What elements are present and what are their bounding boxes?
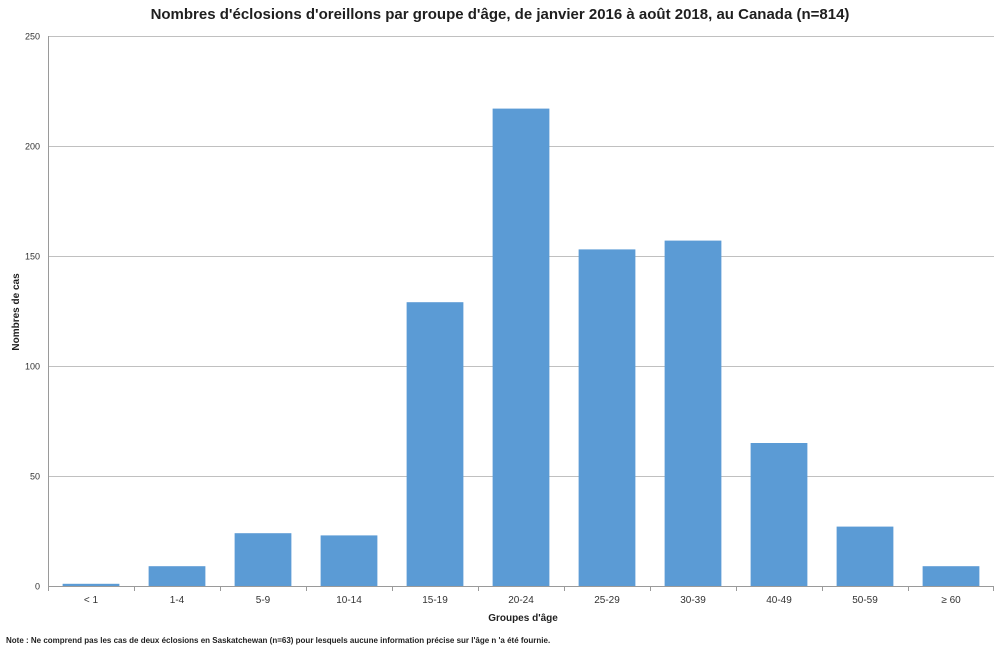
x-tick-label: 5-9 [256, 595, 271, 606]
chart-title: Nombres d'éclosions d'oreillons par grou… [150, 6, 850, 23]
x-tick-label: 40-49 [766, 595, 792, 606]
chart-note: Note : Ne comprend pas les cas de deux é… [6, 636, 551, 645]
y-tick-label: 100 [25, 362, 40, 372]
x-tick-label: 50-59 [852, 595, 878, 606]
bars [62, 108, 980, 586]
bar-2 [234, 533, 292, 586]
y-tick-label: 250 [25, 32, 40, 42]
x-axis-title: Groupes d'âge [488, 613, 558, 624]
axes [48, 36, 994, 591]
x-tick-label: 20-24 [508, 595, 534, 606]
x-tick-label: 15-19 [422, 595, 448, 606]
y-axis-title: Nombres de cas [11, 273, 22, 351]
bar-4 [406, 302, 464, 586]
bar-7 [664, 240, 722, 586]
x-tick-label: 25-29 [594, 595, 620, 606]
bar-0 [62, 583, 120, 586]
x-tick-label: ≥ 60 [941, 595, 961, 606]
y-tick-label: 150 [25, 252, 40, 262]
bar-9 [836, 526, 894, 586]
bar-6 [578, 249, 636, 586]
bar-5 [492, 108, 550, 586]
bar-10 [922, 566, 980, 586]
x-tick-label: 1-4 [170, 595, 185, 606]
y-tick-label: 0 [35, 582, 40, 592]
x-tick-label: 30-39 [680, 595, 706, 606]
y-tick-label: 50 [30, 472, 40, 482]
y-tick-label: 200 [25, 142, 40, 152]
x-tick-label: < 1 [84, 595, 99, 606]
x-tick-labels: < 1 1-4 5-9 10-14 15-19 20-24 25-29 30-39 40-49 5… [84, 595, 961, 606]
x-tick-label: 10-14 [336, 595, 362, 606]
bar-3 [320, 535, 378, 586]
bar-1 [148, 566, 206, 586]
bar-8 [750, 443, 808, 586]
y-tick-labels: 0 50 100 150 200 250 [25, 32, 40, 592]
